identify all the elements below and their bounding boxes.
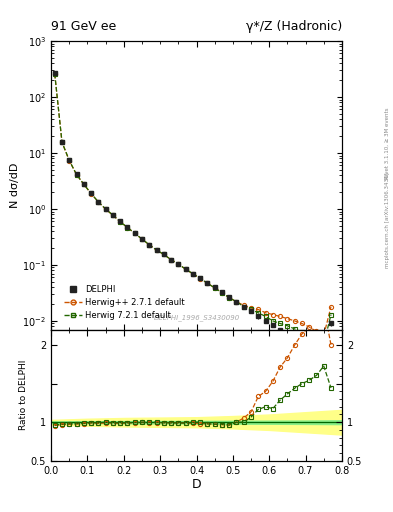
Text: DELPHI_1996_S3430090: DELPHI_1996_S3430090 (153, 314, 240, 321)
X-axis label: D: D (192, 478, 201, 492)
Legend: DELPHI, Herwig++ 2.7.1 default, Herwig 7.2.1 default: DELPHI, Herwig++ 2.7.1 default, Herwig 7… (61, 282, 187, 323)
Y-axis label: N dσ/dD: N dσ/dD (9, 163, 20, 208)
Text: 91 GeV ee: 91 GeV ee (51, 20, 116, 33)
Text: mcplots.cern.ch [arXiv:1306.3436]: mcplots.cern.ch [arXiv:1306.3436] (385, 173, 390, 268)
Text: Rivet 3.1.10, ≥ 3M events: Rivet 3.1.10, ≥ 3M events (385, 108, 390, 179)
Y-axis label: Ratio to DELPHI: Ratio to DELPHI (19, 360, 28, 431)
Text: γ*/Z (Hadronic): γ*/Z (Hadronic) (246, 20, 342, 33)
